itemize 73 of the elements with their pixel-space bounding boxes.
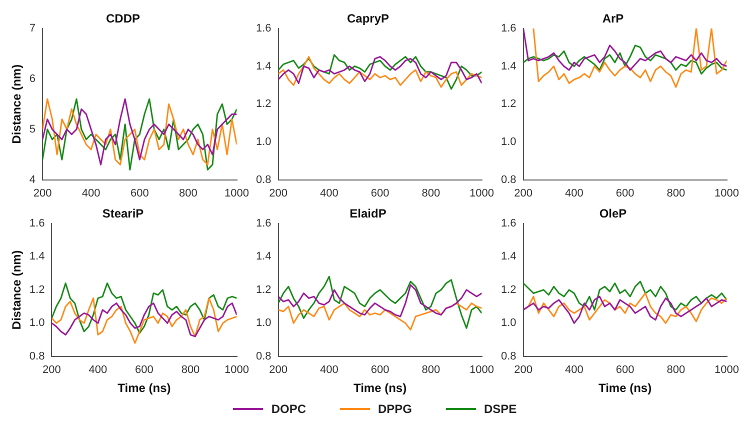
- x-tick-label: 800: [181, 364, 200, 376]
- y-tick-label: 1.2: [256, 98, 272, 110]
- x-tick-label: 400: [88, 364, 108, 376]
- y-axis-title: Distance (nm): [10, 250, 24, 330]
- x-tick-label: 200: [42, 364, 61, 376]
- y-tick-label: 1.6: [256, 22, 272, 34]
- chart-title: ArP: [602, 12, 624, 26]
- x-tick-label: 200: [514, 187, 532, 200]
- y-tick-label: 0.8: [500, 174, 516, 186]
- chart-title: CapryP: [346, 12, 390, 26]
- y-tick-label: 1.2: [256, 284, 272, 296]
- y-tick-label: 4: [29, 174, 36, 186]
- x-tick-label: 800: [422, 364, 440, 376]
- y-tick-label: 5: [29, 123, 36, 136]
- y-tick-label: 1.0: [256, 317, 272, 330]
- y-tick-label: 1.2: [500, 284, 516, 296]
- x-tick-label: 600: [130, 187, 149, 200]
- x-tick-label: 1000: [470, 364, 494, 376]
- x-tick-label: 400: [320, 187, 338, 200]
- x-tick-label: 400: [320, 364, 338, 376]
- x-axis-title: Time (ns): [353, 381, 407, 396]
- x-tick-label: 200: [514, 364, 532, 376]
- x-tick-label: 1000: [714, 187, 740, 200]
- y-tick-label: 0.8: [256, 174, 272, 186]
- x-tick-label: 1000: [224, 364, 250, 376]
- y-axis-title: Distance (nm): [10, 64, 24, 144]
- legend-label: DPPG: [378, 402, 412, 416]
- x-tick-label: 400: [82, 187, 100, 200]
- x-tick-label: 800: [179, 187, 198, 200]
- y-tick-label: 0.8: [256, 350, 272, 362]
- x-tick-label: 600: [616, 364, 634, 376]
- x-tick-label: 800: [666, 364, 686, 376]
- y-tick-label: 1.4: [256, 60, 272, 72]
- chart-title: ElaidP: [350, 206, 386, 221]
- x-tick-label: 200: [269, 187, 288, 200]
- x-tick-label: 800: [666, 187, 686, 200]
- y-tick-label: 7: [29, 22, 36, 34]
- x-tick-label: 1000: [224, 187, 250, 200]
- y-tick-label: 0.8: [29, 350, 45, 362]
- y-tick-label: 1.6: [500, 217, 516, 230]
- legend-label: DSPE: [484, 402, 517, 416]
- x-tick-label: 1000: [714, 364, 740, 376]
- y-tick-label: 1.4: [500, 250, 516, 263]
- y-tick-label: 1.4: [29, 250, 45, 263]
- y-tick-label: 1.6: [500, 22, 516, 34]
- y-tick-label: 1.0: [500, 136, 516, 148]
- y-tick-label: 1.6: [256, 217, 272, 230]
- x-tick-label: 600: [135, 364, 154, 376]
- y-tick-label: 0.8: [500, 350, 516, 362]
- y-tick-label: 6: [29, 72, 36, 85]
- x-tick-label: 1000: [470, 187, 494, 200]
- chart-title: OleP: [599, 206, 627, 221]
- y-tick-label: 1.2: [500, 98, 516, 110]
- chart-title: SteariP: [102, 206, 144, 221]
- x-axis-title: Time (ns): [118, 381, 171, 396]
- y-tick-label: 1.0: [29, 317, 45, 330]
- x-tick-label: 400: [564, 364, 584, 376]
- chart-title: CDDP: [106, 12, 140, 26]
- y-tick-label: 1.0: [256, 136, 272, 148]
- x-tick-label: 200: [33, 187, 52, 200]
- x-axis-title: Time (ns): [598, 381, 652, 396]
- x-tick-label: 400: [564, 187, 584, 200]
- y-tick-label: 1.4: [500, 60, 516, 72]
- x-tick-label: 600: [616, 187, 634, 200]
- x-tick-label: 800: [422, 187, 440, 200]
- x-tick-label: 600: [370, 187, 390, 200]
- x-tick-label: 200: [269, 364, 288, 376]
- legend-label: DOPC: [271, 402, 306, 416]
- y-tick-label: 1.2: [29, 284, 45, 296]
- y-tick-label: 1.0: [500, 317, 516, 330]
- y-tick-label: 1.6: [29, 217, 45, 230]
- x-tick-label: 600: [370, 364, 390, 376]
- y-tick-label: 1.4: [256, 250, 272, 263]
